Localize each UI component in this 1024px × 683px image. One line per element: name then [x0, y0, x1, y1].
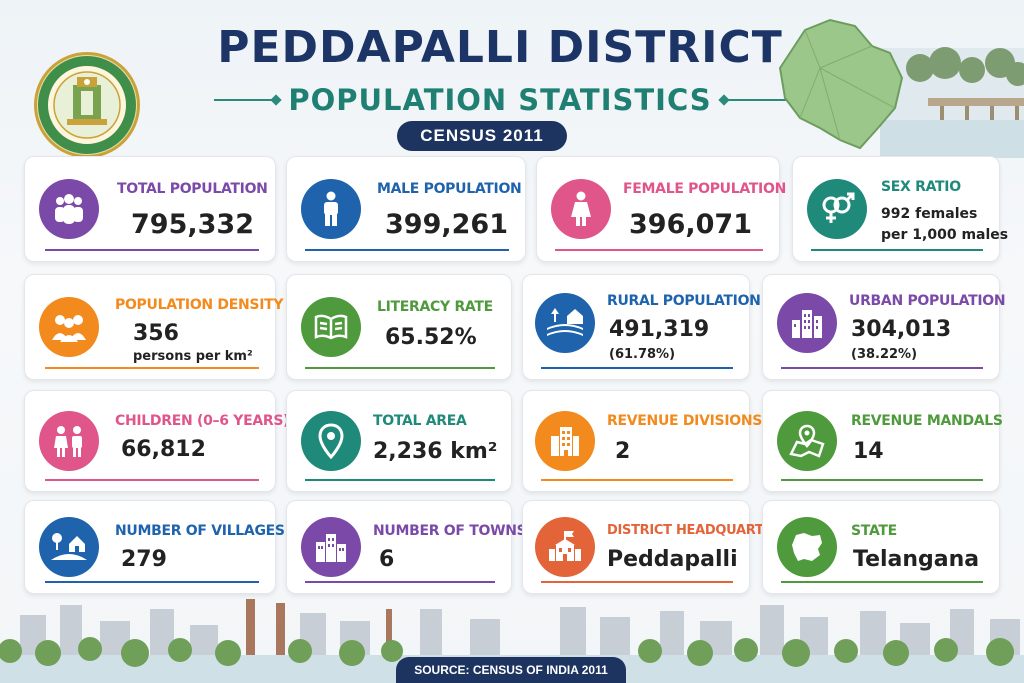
children-icon [39, 411, 99, 471]
card-label: NUMBER OF VILLAGES [115, 523, 285, 539]
card-sub-line-2: per 1,000 males [881, 227, 1009, 243]
male-icon [301, 179, 361, 239]
card-total-population: TOTAL POPULATION 795,332 [24, 156, 276, 262]
people-group-icon [39, 179, 99, 239]
card-sub-line-1: 992 females [881, 206, 978, 222]
accent-underline [781, 581, 983, 583]
card-number-of-villages: NUMBER OF VILLAGES 279 [24, 500, 285, 594]
card-label: TOTAL POPULATION [117, 181, 268, 197]
gender-symbols-icon [807, 179, 867, 239]
headquarters-icon [535, 517, 595, 577]
card-population-density: POPULATION DENSITY 356 persons per km² [24, 274, 284, 380]
card-value: 2 [615, 439, 631, 464]
accent-underline [305, 581, 495, 583]
crowd-icon [39, 297, 99, 357]
card-label: REVENUE DIVISIONS [607, 413, 763, 429]
card-female-population: FEMALE POPULATION 396,071 [536, 156, 786, 262]
accent-underline [541, 479, 733, 481]
card-label: REVENUE MANDALS [851, 413, 1003, 429]
accent-underline [811, 249, 983, 251]
accent-underline [541, 581, 733, 583]
card-revenue-mandals: REVENUE MANDALS 14 [762, 390, 1003, 492]
accent-underline [541, 367, 733, 369]
card-label: DISTRICT HEADQUARTERS [607, 523, 791, 538]
rural-house-icon [535, 293, 595, 353]
card-district-headquarters: DISTRICT HEADQUARTERS Peddapalli [522, 500, 791, 594]
accent-underline [45, 479, 259, 481]
card-number-of-towns: NUMBER OF TOWNS 6 [286, 500, 527, 594]
card-urban-population: URBAN POPULATION 304,013 (38.22%) [762, 274, 1006, 380]
card-value: 14 [853, 439, 884, 464]
source-citation: SOURCE: CENSUS OF INDIA 2011 [396, 657, 626, 683]
card-male-population: MALE POPULATION 399,261 [286, 156, 526, 262]
page-subtitle: POPULATION STATISTICS [288, 83, 712, 117]
card-value: 795,332 [131, 209, 254, 240]
card-label: CHILDREN (0–6 YEARS) [115, 413, 290, 429]
state-map-icon [777, 517, 837, 577]
card-revenue-divisions: REVENUE DIVISIONS 2 [522, 390, 762, 492]
card-literacy-rate: LITERACY RATE 65.52% [286, 274, 512, 380]
card-value: 279 [121, 547, 167, 572]
accent-underline [305, 249, 509, 251]
accent-underline [305, 367, 495, 369]
card-children: CHILDREN (0–6 YEARS) 66,812 [24, 390, 290, 492]
card-value: 399,261 [385, 209, 508, 240]
accent-underline [305, 479, 495, 481]
card-label: TOTAL AREA [373, 413, 467, 429]
card-value: 66,812 [121, 437, 206, 462]
card-sex-ratio: SEX RATIO 992 females per 1,000 males [792, 156, 1008, 262]
card-total-area: TOTAL AREA 2,236 km² [286, 390, 512, 492]
card-label: SEX RATIO [881, 179, 961, 195]
card-label: STATE [851, 523, 897, 539]
female-icon [551, 179, 611, 239]
subtitle-row: POPULATION STATISTICS [190, 80, 810, 120]
card-value: 6 [379, 547, 395, 572]
census-badge: CENSUS 2011 [397, 121, 567, 151]
accent-underline [781, 367, 983, 369]
city-buildings-icon [777, 293, 837, 353]
card-value: Peddapalli [607, 547, 738, 572]
card-label: RURAL POPULATION [607, 293, 761, 309]
card-value: 491,319 [609, 317, 710, 342]
card-label: FEMALE POPULATION [623, 181, 786, 197]
card-rural-population: RURAL POPULATION 491,319 (61.78%) [522, 274, 761, 380]
card-value: Telangana [853, 547, 980, 572]
card-sub-line-1: persons per km² [133, 349, 253, 364]
decorative-divider [214, 99, 275, 101]
card-value: 304,013 [851, 317, 952, 342]
accent-underline [45, 581, 259, 583]
district-map-illustration [778, 18, 1024, 158]
card-value: 356 [133, 321, 179, 346]
card-value: 2,236 km² [373, 439, 498, 464]
accent-underline [555, 249, 763, 251]
page-title: PEDDAPALLI DISTRICT [217, 22, 783, 73]
government-seal-logo [34, 52, 140, 158]
card-label: POPULATION DENSITY [115, 297, 284, 313]
accent-underline [781, 479, 983, 481]
accent-underline [45, 367, 259, 369]
decorative-divider [725, 99, 786, 101]
card-label: NUMBER OF TOWNS [373, 523, 527, 539]
card-label: LITERACY RATE [377, 299, 493, 315]
card-value: 65.52% [385, 325, 477, 350]
open-book-icon [301, 297, 361, 357]
office-building-icon [535, 411, 595, 471]
village-icon [39, 517, 99, 577]
card-label: MALE POPULATION [377, 181, 522, 197]
card-sub-line-1: (38.22%) [851, 347, 918, 362]
card-value: 396,071 [629, 209, 752, 240]
card-sub-line-1: (61.78%) [609, 347, 676, 362]
card-state: STATE Telangana [762, 500, 1000, 594]
card-label: URBAN POPULATION [849, 293, 1006, 309]
map-pin-icon [777, 411, 837, 471]
town-buildings-icon [301, 517, 361, 577]
location-pin-icon [301, 411, 361, 471]
accent-underline [45, 249, 259, 251]
